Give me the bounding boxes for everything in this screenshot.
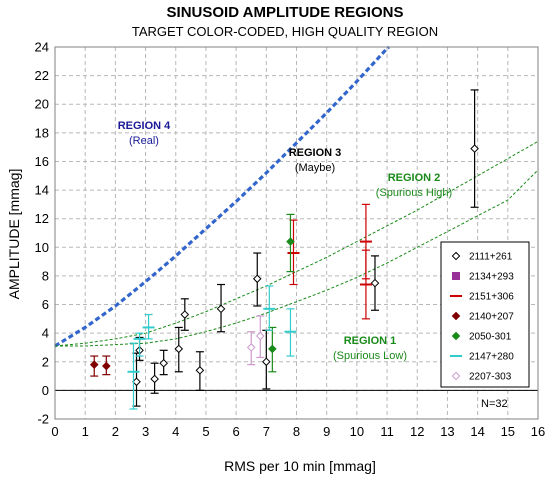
data-point xyxy=(255,331,265,341)
data-point xyxy=(132,377,141,387)
y-tick-label: 18 xyxy=(35,125,49,140)
y-tick-label: 2 xyxy=(42,354,49,369)
chart-title: SINUSOID AMPLITUDE REGIONS xyxy=(167,4,404,21)
plot-frame xyxy=(54,46,539,420)
region-labels: REGION 4 (Real) REGION 3 (Maybe) REGION … xyxy=(118,120,453,362)
y-tick-label: 16 xyxy=(35,154,49,169)
sample-count-note: N=32 xyxy=(481,398,508,410)
data-point xyxy=(370,278,380,288)
legend-marker xyxy=(451,331,461,341)
data-point xyxy=(102,361,111,371)
series-2147+280 xyxy=(127,285,297,410)
region-2-title: REGION 2 xyxy=(388,172,441,184)
x-tick-label: 5 xyxy=(202,424,209,439)
legend-marker xyxy=(451,311,461,321)
legend-entry: 2147+280 xyxy=(469,352,514,363)
y-tick-label: 6 xyxy=(42,297,49,312)
data-point xyxy=(286,237,295,246)
legend-entry: 2151+306 xyxy=(469,292,514,303)
legend-marker xyxy=(452,272,460,280)
legend-entry: 2050-301 xyxy=(469,332,512,343)
data-point xyxy=(246,343,256,352)
y-tick-label: 24 xyxy=(35,40,49,55)
region-1-subtitle: (Spurious Low) xyxy=(333,350,407,362)
legend-entry: 2134+293 xyxy=(469,272,514,283)
legend-entry: 2207-303 xyxy=(469,372,512,383)
x-tick-label: 2 xyxy=(112,424,119,439)
legend-marker xyxy=(451,371,461,381)
x-tick-label: 16 xyxy=(531,424,545,439)
series-2151+306 xyxy=(287,203,372,320)
x-tick-label: 11 xyxy=(380,424,394,439)
y-tick-label: -2 xyxy=(37,412,49,427)
x-axis-label: RMS per 10 min [mmag] xyxy=(224,458,376,474)
x-tick-label: 6 xyxy=(233,424,240,439)
chart-subtitle: TARGET COLOR-CODED, HIGH QUALITY REGION xyxy=(132,24,438,39)
x-tick-label: 4 xyxy=(172,424,179,439)
x-tick-label: 8 xyxy=(293,424,300,439)
data-point xyxy=(268,344,277,354)
data-point xyxy=(262,357,271,367)
legend-marker xyxy=(451,251,461,261)
boundary-line-1 xyxy=(54,45,390,348)
x-tick-label: 13 xyxy=(440,424,454,439)
data-point xyxy=(195,366,205,375)
y-tick-label: 14 xyxy=(35,183,49,198)
y-tick-label: 20 xyxy=(35,97,49,112)
region-2-subtitle: (Spurious High) xyxy=(376,187,452,199)
y-tick-label: 4 xyxy=(42,326,49,341)
region-1-title: REGION 1 xyxy=(344,335,397,347)
legend: 2111+261 2134+293 2151+306 2140+207 2050-301… xyxy=(440,241,530,388)
region-3-subtitle: (Maybe) xyxy=(295,162,335,174)
x-tick-label: 14 xyxy=(470,424,484,439)
y-tick-label: 0 xyxy=(42,383,49,398)
legend-entry: 2140+207 xyxy=(469,312,514,323)
y-tick-label: 8 xyxy=(42,268,49,283)
region-3-title: REGION 3 xyxy=(289,147,342,159)
series-2140+207 xyxy=(89,355,111,377)
x-tick-label: 10 xyxy=(350,424,364,439)
region-4-title: REGION 4 xyxy=(118,120,171,132)
x-tick-label: 15 xyxy=(501,424,515,439)
data-point xyxy=(150,374,159,384)
region-4-subtitle: (Real) xyxy=(129,135,159,147)
series-2207-303 xyxy=(246,315,265,366)
x-tick-label: 1 xyxy=(82,424,89,439)
x-tick-label: 0 xyxy=(51,424,58,439)
y-tick-label: 22 xyxy=(35,68,49,83)
legend-entry: 2111+261 xyxy=(469,252,513,263)
data-point xyxy=(470,144,479,153)
series-2050-301 xyxy=(268,213,295,373)
x-tick-label: 3 xyxy=(142,424,149,439)
x-tick-label: 9 xyxy=(323,424,330,439)
y-axis-label: AMPLITUDE [mmag] xyxy=(6,169,22,300)
data-point xyxy=(252,274,262,284)
tick-labels: 0 1 2 3 4 5 6 7 8 9 10 11 12 13 14 15 16-202468101214161… xyxy=(35,40,546,440)
data-points xyxy=(89,89,479,410)
x-tick-label: 12 xyxy=(410,424,424,439)
boundary-line-2 xyxy=(54,140,539,347)
y-tick-label: 12 xyxy=(35,211,49,226)
x-tick-label: 7 xyxy=(263,424,270,439)
data-point xyxy=(216,304,226,314)
data-point xyxy=(89,360,99,369)
data-point xyxy=(174,344,184,354)
data-point xyxy=(180,310,190,319)
y-tick-label: 10 xyxy=(35,240,49,255)
data-point xyxy=(159,358,168,368)
